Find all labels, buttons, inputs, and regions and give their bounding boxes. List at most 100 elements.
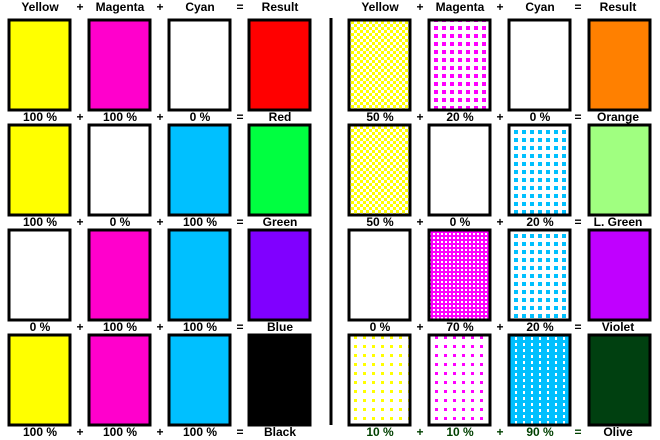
- result-label: L. Green: [594, 215, 643, 229]
- operator: =: [574, 215, 581, 229]
- color-swatch: [167, 123, 232, 217]
- percent-label: 100 %: [103, 425, 137, 439]
- column-header: Magenta: [436, 0, 485, 14]
- column-header: +: [416, 0, 423, 14]
- result-label: Red: [269, 110, 292, 124]
- operator: +: [496, 425, 503, 439]
- result-label: Violet: [602, 320, 634, 334]
- operator: +: [76, 110, 83, 124]
- column-header: Magenta: [96, 0, 145, 14]
- percent-label: 0 %: [110, 215, 131, 229]
- color-swatch: [427, 123, 492, 217]
- operator: +: [76, 320, 83, 334]
- color-swatch: [7, 123, 72, 217]
- operator: +: [496, 110, 503, 124]
- percent-label: 20 %: [446, 110, 474, 124]
- result-label: Olive: [603, 425, 633, 439]
- operator: +: [496, 320, 503, 334]
- operator: =: [236, 215, 243, 229]
- color-swatch: [167, 333, 232, 427]
- color-swatch: [7, 18, 72, 112]
- color-swatch: [427, 18, 492, 112]
- operator: +: [156, 425, 163, 439]
- percent-label: 0 %: [370, 320, 391, 334]
- operator: =: [574, 110, 581, 124]
- column-header: Cyan: [525, 0, 554, 14]
- color-swatch: [247, 228, 312, 322]
- color-swatch: [87, 18, 152, 112]
- color-swatch: [427, 333, 492, 427]
- result-label: Orange: [597, 110, 639, 124]
- column-header: +: [156, 0, 163, 14]
- column-header: Cyan: [185, 0, 214, 14]
- operator: +: [416, 110, 423, 124]
- percent-label: 100 %: [23, 425, 57, 439]
- percent-label: 100 %: [183, 425, 217, 439]
- percent-label: 20 %: [526, 320, 554, 334]
- color-swatch: [7, 333, 72, 427]
- result-label: Black: [264, 425, 296, 439]
- color-swatch: [507, 228, 572, 322]
- column-header: Result: [600, 0, 637, 14]
- percent-label: 100 %: [183, 215, 217, 229]
- color-swatch: [87, 123, 152, 217]
- operator: +: [156, 320, 163, 334]
- operator: =: [236, 320, 243, 334]
- percent-label: 10 %: [446, 425, 474, 439]
- operator: =: [236, 110, 243, 124]
- operator: +: [416, 320, 423, 334]
- color-swatch: [507, 123, 572, 217]
- column-header: =: [236, 0, 243, 14]
- operator: +: [496, 215, 503, 229]
- operator: =: [574, 425, 581, 439]
- color-swatch: [507, 333, 572, 427]
- operator: =: [236, 425, 243, 439]
- column-header: =: [574, 0, 581, 14]
- percent-label: 100 %: [103, 110, 137, 124]
- operator: +: [76, 425, 83, 439]
- column-header: +: [76, 0, 83, 14]
- color-swatch: [587, 333, 652, 427]
- percent-label: 20 %: [526, 215, 554, 229]
- percent-label: 100 %: [103, 320, 137, 334]
- percent-label: 100 %: [183, 320, 217, 334]
- percent-label: 0 %: [190, 110, 211, 124]
- percent-label: 100 %: [23, 215, 57, 229]
- color-swatch: [427, 228, 492, 322]
- percent-label: 0 %: [450, 215, 471, 229]
- column-header: Result: [262, 0, 299, 14]
- color-swatch: [347, 333, 412, 427]
- percent-label: 70 %: [446, 320, 474, 334]
- color-swatch: [87, 228, 152, 322]
- color-swatch: [87, 333, 152, 427]
- operator: +: [156, 215, 163, 229]
- percent-label: 100 %: [23, 110, 57, 124]
- color-swatch: [507, 18, 572, 112]
- color-swatch: [347, 228, 412, 322]
- percent-label: 0 %: [530, 110, 551, 124]
- color-swatch: [587, 123, 652, 217]
- operator: +: [156, 110, 163, 124]
- percent-label: 90 %: [526, 425, 554, 439]
- color-swatch: [247, 123, 312, 217]
- operator: =: [574, 320, 581, 334]
- operator: +: [76, 215, 83, 229]
- operator: +: [416, 215, 423, 229]
- color-swatch: [347, 18, 412, 112]
- color-swatch: [7, 228, 72, 322]
- column-header: +: [496, 0, 503, 14]
- color-swatch: [167, 228, 232, 322]
- percent-label: 50 %: [366, 215, 394, 229]
- percent-label: 10 %: [366, 425, 394, 439]
- result-label: Blue: [267, 320, 293, 334]
- color-swatch: [247, 333, 312, 427]
- column-header: Yellow: [361, 0, 399, 14]
- column-header: Yellow: [21, 0, 59, 14]
- color-swatch: [347, 123, 412, 217]
- percent-label: 50 %: [366, 110, 394, 124]
- result-label: Green: [263, 215, 298, 229]
- operator: +: [416, 425, 423, 439]
- color-swatch: [167, 18, 232, 112]
- color-swatch: [587, 18, 652, 112]
